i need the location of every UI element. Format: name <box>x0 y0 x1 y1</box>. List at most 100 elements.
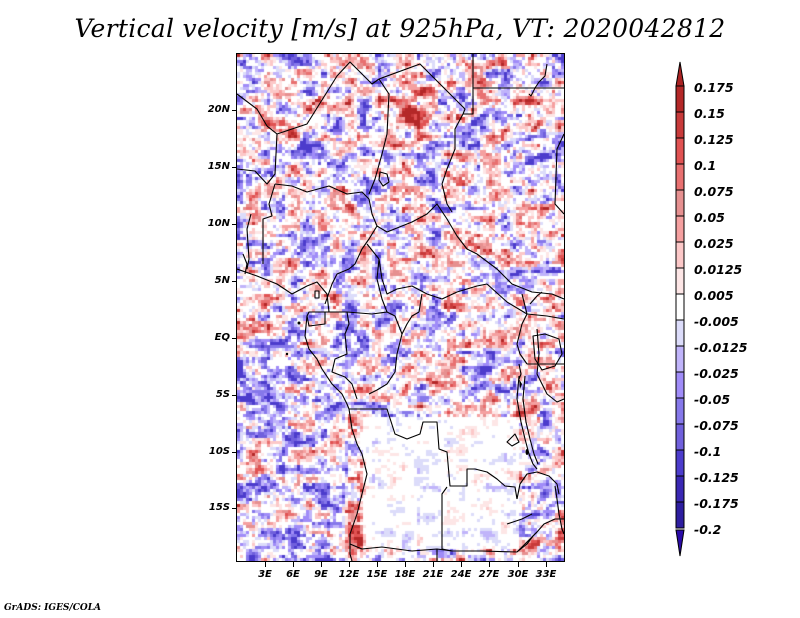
border-car-cameroon <box>376 258 388 313</box>
colorbar-label: 0.005 <box>694 288 734 303</box>
lake-albert <box>529 291 543 305</box>
colorbar-label: 0.175 <box>694 80 734 95</box>
colorbar-swatch <box>675 501 685 529</box>
border-benin <box>262 183 276 264</box>
x-tick <box>293 562 294 567</box>
vertical-velocity-field <box>237 54 564 561</box>
colorbar-swatch <box>675 163 685 191</box>
colorbar-label: -0.005 <box>694 314 739 329</box>
colorbar-label: -0.05 <box>694 392 731 407</box>
y-tick <box>232 452 237 453</box>
x-tick-label: 30E <box>507 569 529 580</box>
x-tick <box>405 562 406 567</box>
colorbar-label: 0.15 <box>694 106 725 121</box>
colorbar-swatch <box>675 371 685 399</box>
border-angola-drc <box>349 408 518 500</box>
y-tick-label: 20N <box>207 104 230 115</box>
y-tick-label: 5S <box>215 389 230 400</box>
island-bioko <box>314 290 320 299</box>
x-tick-label: 27E <box>478 569 500 580</box>
colorbar-swatch <box>675 319 685 347</box>
border-libya-sudan <box>463 54 474 115</box>
colorbar-label: 0.025 <box>694 236 734 251</box>
border-niger-nigeria <box>274 183 370 200</box>
x-tick-label: 15E <box>366 569 388 580</box>
border-cameroon-gabon-congo <box>325 311 403 395</box>
border-chad-car <box>376 203 478 255</box>
colorbar-swatch <box>675 111 685 139</box>
y-tick-label: 10N <box>207 218 230 229</box>
colorbar-label: -0.125 <box>694 470 739 485</box>
x-tick-label: 12E <box>338 569 360 580</box>
island-annobon <box>285 352 289 356</box>
colorbar-swatch <box>675 345 685 373</box>
y-tick-label: EQ <box>214 332 230 343</box>
x-tick-label: 33E <box>535 569 557 580</box>
colorbar-label: 0.05 <box>694 210 725 225</box>
border-drc-uganda <box>516 293 528 365</box>
border-gabon <box>331 311 358 400</box>
x-tick-label: 6E <box>286 569 300 580</box>
lake-kariba <box>506 513 533 525</box>
colorbar-top-arrow <box>675 61 685 87</box>
colorbar-bottom-arrow <box>675 529 685 557</box>
colorbar-swatch <box>675 215 685 243</box>
colorbar-swatch <box>675 85 685 113</box>
colorbar-swatch <box>675 397 685 425</box>
y-tick <box>232 110 237 111</box>
y-tick <box>232 224 237 225</box>
colorbar-label: 0.1 <box>694 158 717 173</box>
colorbar-label: 0.125 <box>694 132 734 147</box>
x-tick <box>433 562 434 567</box>
colorbar-swatch <box>675 189 685 217</box>
lake-tanganyika-east <box>522 375 539 465</box>
x-tick <box>265 562 266 567</box>
border-algeria-niger <box>237 61 380 135</box>
border-south-sudan <box>476 253 564 300</box>
x-tick-label: 21E <box>422 569 444 580</box>
x-tick-label: 18E <box>394 569 416 580</box>
chart-title: Vertical velocity [m/s] at 925hPa, VT: 2… <box>74 14 726 43</box>
x-tick-label: 9E <box>314 569 328 580</box>
colorbar-swatch <box>675 293 685 321</box>
colorbar-label: -0.2 <box>694 522 722 537</box>
coast-angola-namibia <box>348 408 368 561</box>
border-car-south <box>366 243 488 300</box>
y-tick <box>232 395 237 396</box>
map-plot-area <box>236 53 565 562</box>
lake-victoria <box>532 333 563 371</box>
border-togo-ghana <box>246 213 252 270</box>
colorbar-label: -0.175 <box>694 496 739 511</box>
border-sudan-eastern <box>554 133 564 215</box>
border-angola-zambia <box>441 486 518 553</box>
border-chad-sudan <box>441 113 464 213</box>
x-tick <box>461 562 462 567</box>
x-tick <box>518 562 519 567</box>
border-drc-zambia <box>516 471 560 500</box>
border-angola-namibia <box>349 543 453 552</box>
y-tick <box>232 508 237 509</box>
colorbar-swatch <box>675 475 685 503</box>
lake-volta <box>242 253 248 275</box>
x-tick <box>546 562 547 567</box>
colorbar-label: 0.0125 <box>694 262 743 277</box>
y-tick <box>232 338 237 339</box>
x-tick <box>489 562 490 567</box>
y-tick-label: 10S <box>208 446 230 457</box>
border-zambia-mozambique <box>516 518 564 553</box>
x-tick-label: 3E <box>258 569 272 580</box>
lake-bangweulu <box>525 449 529 455</box>
country-borders <box>237 54 564 561</box>
colorbar-label: -0.025 <box>694 366 739 381</box>
colorbar-label: 0.075 <box>694 184 734 199</box>
coast-gulf-of-guinea <box>237 268 330 313</box>
island-sao-tome <box>297 321 301 325</box>
colorbar-label: -0.0125 <box>694 340 748 355</box>
border-niger-mali <box>237 133 278 185</box>
lake-tanganyika <box>516 375 538 470</box>
border-uganda-kenya <box>536 328 564 403</box>
y-tick-label: 15S <box>208 502 230 513</box>
lake-chad <box>378 171 390 187</box>
border-niger-chad <box>368 78 390 195</box>
border-drc-car <box>418 293 423 313</box>
